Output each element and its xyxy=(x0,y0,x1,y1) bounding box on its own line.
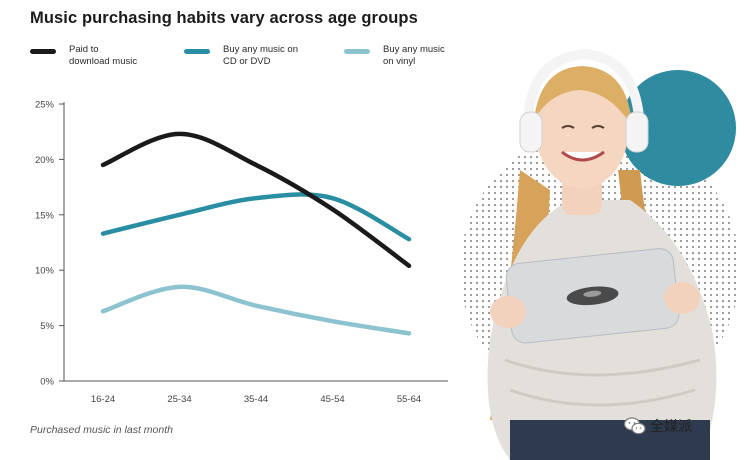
series-line-1 xyxy=(100,192,412,242)
legend-item-cd-dvd: Buy any music on CD or DVD xyxy=(184,44,315,68)
line-chart: 0% 5% 10% 15% 20% 25% 16-24 25-34 35-44 45-54 55-6… xyxy=(35,100,448,405)
watermark: 全媒派 xyxy=(624,416,692,436)
legend-item-vinyl: Buy any music on vinyl xyxy=(344,44,475,68)
legend-swatch xyxy=(184,49,210,54)
girl-with-headphones-holding-vinyl-illustration xyxy=(460,48,740,460)
x-tick-label: 55-64 xyxy=(397,394,421,405)
legend-item-download: Paid to download music xyxy=(30,44,161,68)
y-tick-label: 20% xyxy=(35,155,55,166)
chart-caption: Purchased music in last month xyxy=(30,424,173,436)
legend-label: Buy any music on CD or DVD xyxy=(223,44,298,67)
legend-label: Paid to download music xyxy=(69,44,138,67)
y-tick-label: 5% xyxy=(40,321,54,332)
series-line-0 xyxy=(100,131,412,269)
y-tick-label: 0% xyxy=(40,377,54,388)
legend-swatch xyxy=(344,49,370,54)
y-tick-label: 15% xyxy=(35,210,55,221)
x-tick-label: 35-44 xyxy=(244,394,268,405)
chart-title: Music purchasing habits vary across age … xyxy=(30,9,418,27)
series-line-2 xyxy=(100,284,412,336)
legend-swatch xyxy=(30,49,56,54)
x-tick-label: 45-54 xyxy=(320,394,344,405)
x-tick-label: 25-34 xyxy=(167,394,191,405)
watermark-label: 全媒派 xyxy=(650,419,692,435)
legend-label: Buy any music on vinyl xyxy=(383,44,445,67)
y-tick-label: 25% xyxy=(35,100,55,111)
wechat-icon xyxy=(624,417,646,435)
y-tick-label: 10% xyxy=(35,266,55,277)
x-tick-label: 16-24 xyxy=(91,394,115,405)
